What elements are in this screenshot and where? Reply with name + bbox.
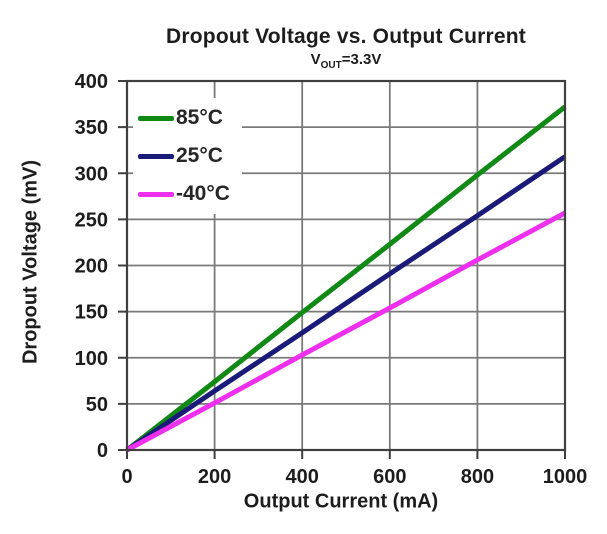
subtitle-value: =3.3V [341, 51, 382, 68]
y-tick-label: 350 [75, 117, 108, 139]
x-tick-label: 1000 [543, 466, 588, 488]
y-tick-label: 250 [75, 209, 108, 231]
chart-subtitle: VOUT=3.3V [311, 51, 382, 71]
y-tick-label: 300 [75, 163, 108, 185]
series-line-25C [125, 154, 567, 453]
legend-row: 25°C [138, 137, 230, 175]
y-tick-label: 150 [75, 302, 108, 324]
legend-label: 25°C [176, 144, 223, 167]
y-tick-label: 100 [75, 348, 108, 370]
legend-line-swatch [138, 115, 174, 121]
legend-line-swatch [138, 191, 174, 197]
plot-frame [125, 79, 567, 452]
x-tick-label: 600 [373, 466, 406, 488]
series-line-85C [125, 104, 567, 452]
legend-row: -40°C [138, 175, 230, 213]
y-tick-label: 0 [97, 440, 108, 462]
x-tick-label: 0 [121, 466, 132, 488]
subtitle-symbol: V [310, 51, 321, 68]
chart-title: Dropout Voltage vs. Output Current [166, 25, 526, 48]
legend-label: -40°C [176, 182, 230, 205]
x-tick-label: 400 [286, 466, 319, 488]
legend-line-swatch [138, 153, 174, 159]
subtitle-subscript: OUT [320, 60, 342, 71]
y-tick-label: 200 [75, 256, 108, 278]
legend: 85°C 25°C -40°C [133, 98, 242, 214]
y-tick-label: 50 [86, 394, 108, 416]
y-tick-label: 400 [75, 71, 108, 93]
series-line--40C [125, 210, 567, 453]
x-tick-label: 200 [198, 466, 231, 488]
x-axis-title: Output Current (mA) [243, 490, 439, 513]
x-tick-label: 800 [461, 466, 494, 488]
legend-row: 85°C [138, 99, 230, 137]
legend-label: 85°C [176, 106, 223, 129]
